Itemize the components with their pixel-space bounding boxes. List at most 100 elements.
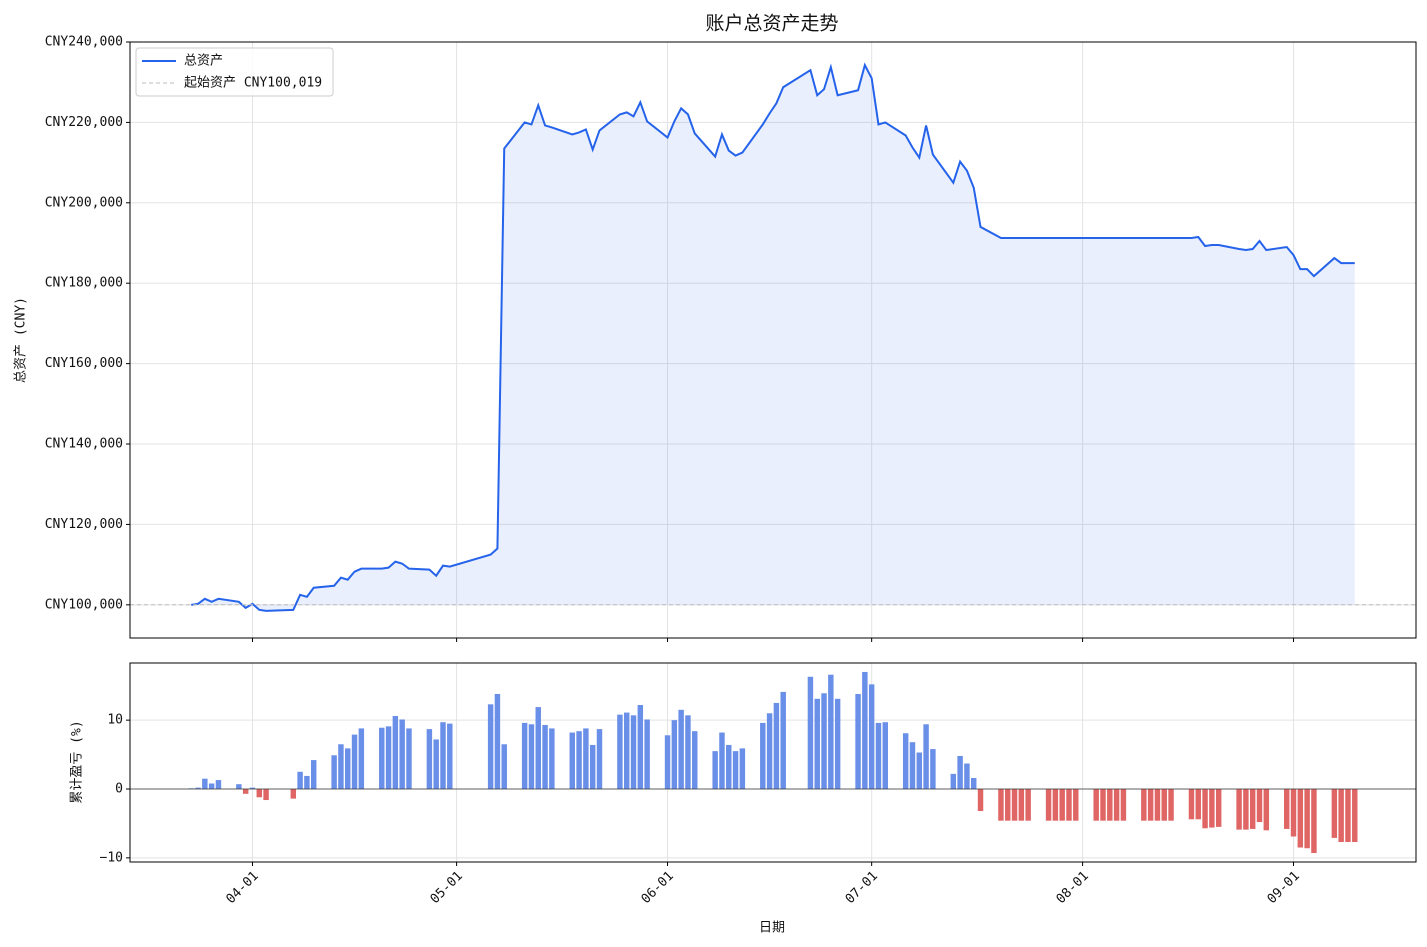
bar [766,713,773,790]
bar [950,773,957,790]
bar [671,720,678,790]
bar [1236,789,1242,830]
bar [807,676,814,790]
bar [1147,789,1154,821]
bar [692,731,698,790]
bar [923,724,929,790]
bar [242,789,249,794]
bar [780,691,786,790]
bar [535,707,541,790]
bar [1263,789,1270,831]
bar [1249,789,1256,829]
bar [971,777,977,790]
bar [1066,789,1072,821]
line [191,62,1355,612]
bar [406,728,412,790]
bar [760,722,766,790]
bar [617,714,623,790]
y-tick-label: CNY220,000 [45,115,123,130]
bar [304,775,310,790]
bar [1202,789,1208,829]
bar [1052,789,1059,821]
bar [814,698,820,790]
bar [528,724,535,790]
bar [664,735,671,790]
bar [338,744,344,790]
y-tick-label: CNY180,000 [45,276,123,291]
bar [964,763,970,790]
bar [195,787,201,790]
bar [310,760,317,790]
y-tick-label: CNY120,000 [45,517,123,532]
bar [1188,789,1195,820]
bar [392,716,399,790]
bar [719,732,725,790]
bar [678,709,684,790]
bar [256,789,263,798]
x-tick-label: 05-01 [428,869,466,907]
bar [1331,789,1338,838]
bar [521,722,528,790]
y-tick-label: 10 [107,713,123,728]
bar [630,715,637,790]
bar [957,755,963,790]
bar [1141,789,1147,821]
bar [930,749,936,790]
x-axis-label: 日期 [759,921,785,936]
bar [862,671,868,790]
bar [685,715,691,790]
y-axis-label: 累计盈亏 (%) [70,720,85,803]
bar [1290,789,1297,837]
bar [1107,789,1113,821]
x-tick-label: 06-01 [639,869,677,907]
plot-frame [129,662,1417,863]
bar [902,733,909,790]
bar [1154,789,1161,821]
bar [399,719,405,790]
y-axis-label: 总资产 (CNY) [14,297,29,383]
bar [821,693,827,790]
bar [977,789,984,812]
y-tick-label: CNY100,000 [45,597,123,612]
bar [596,729,603,790]
bar [576,731,582,790]
bar [1168,789,1174,821]
y-tick-label: CNY200,000 [45,195,123,210]
x-tick-label: 07-01 [843,869,881,907]
x-tick-label: 08-01 [1054,869,1092,907]
bar [882,722,888,790]
bar [215,780,222,790]
bar [637,705,644,790]
bar [351,734,358,790]
y-tick-label: −10 [100,850,123,865]
bar [542,724,548,790]
bar [1215,789,1222,827]
y-tick-label: CNY240,000 [45,35,123,50]
legend-box [135,47,334,97]
legend-label: 总资产 [184,54,223,69]
bar [1113,789,1120,821]
bar [644,719,650,790]
bar [290,789,297,799]
y-tick-label: CNY160,000 [45,356,123,371]
bar [487,704,494,790]
bar [1352,789,1358,843]
bar [868,684,875,790]
bar [1045,789,1052,821]
bar [998,789,1004,821]
bar [1005,789,1011,821]
bar [433,739,439,790]
bar [732,751,739,790]
bar [569,732,575,790]
bar [875,722,882,790]
bar [1120,789,1127,821]
bar [1209,789,1215,828]
area [191,65,1355,611]
x-tick-label: 09-01 [1265,869,1303,907]
bar [1283,789,1290,829]
bar [331,755,337,790]
bar [1100,789,1106,821]
bar [1243,789,1249,830]
bar [447,723,453,790]
